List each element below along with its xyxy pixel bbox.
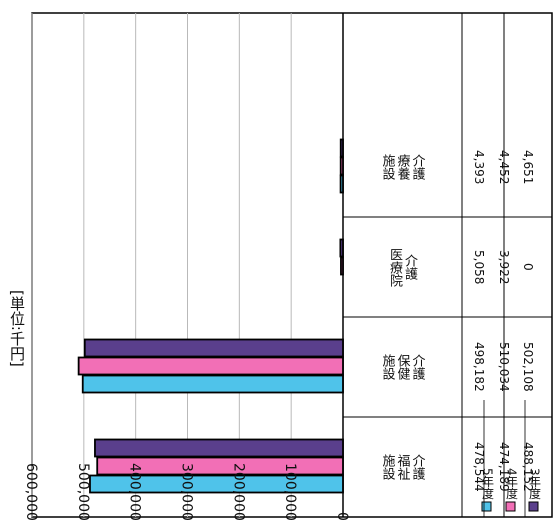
category-label: 介護 福祉 施設 <box>379 454 425 480</box>
value-axis-tick-label: 200,000 <box>230 463 247 521</box>
bar-5年度-介護療養施設 <box>339 174 344 194</box>
data-value-label: 474,189 <box>497 442 511 492</box>
data-value-label: 4,452 <box>497 150 511 185</box>
data-value-label: 5,058 <box>472 250 486 285</box>
data-value-label: 502,108 <box>521 342 535 392</box>
data-value-label: 3,922 <box>497 250 511 285</box>
legend-swatch <box>528 501 539 512</box>
value-axis-tick-label: 600,000 <box>23 463 39 521</box>
bar-3年度-介護福祉施設 <box>94 438 344 458</box>
legend-label: 4年度 <box>504 468 519 500</box>
data-value-label: 488,152 <box>521 442 535 492</box>
legend-swatch <box>481 501 492 512</box>
value-axis-tick-label: 100,000 <box>282 463 299 521</box>
bar-4年度-介護療養施設 <box>339 156 344 176</box>
legend-label: 3年度 <box>527 468 542 500</box>
value-axis-tick-label: 500,000 <box>74 463 91 521</box>
data-value-label: 4,393 <box>472 150 486 185</box>
unit-label: [単位:千円] <box>8 290 26 367</box>
value-axis-tick-label: 0 <box>334 512 350 521</box>
data-value-label: 498,182 <box>472 342 486 392</box>
bar-3年度-介護医療院 <box>339 238 344 258</box>
bar-5年度-介護福祉施設 <box>89 474 344 494</box>
value-axis-tick-label: 400,000 <box>126 463 143 521</box>
bar-3年度-介護療養施設 <box>339 138 344 158</box>
data-value-label: 510,034 <box>497 342 511 392</box>
bar-4年度-介護医療院 <box>340 256 344 276</box>
bar-3年度-介護保健施設 <box>83 338 344 358</box>
value-axis-tick-label: 300,000 <box>178 463 195 521</box>
category-label: 介護 保健 施設 <box>379 354 425 380</box>
data-value-label: 4,651 <box>521 150 535 185</box>
bar-4年度-介護福祉施設 <box>96 456 344 476</box>
category-label: 介護 医療院 <box>387 247 417 287</box>
legend-label: 5年度 <box>480 468 495 500</box>
category-label: 介護 療養 施設 <box>379 154 425 180</box>
data-value-label: 0 <box>521 263 535 271</box>
legend-swatch <box>505 501 516 512</box>
data-value-label: 478,544 <box>472 442 486 492</box>
bar-5年度-介護保健施設 <box>81 374 344 394</box>
bar-4年度-介護保健施設 <box>77 356 344 376</box>
